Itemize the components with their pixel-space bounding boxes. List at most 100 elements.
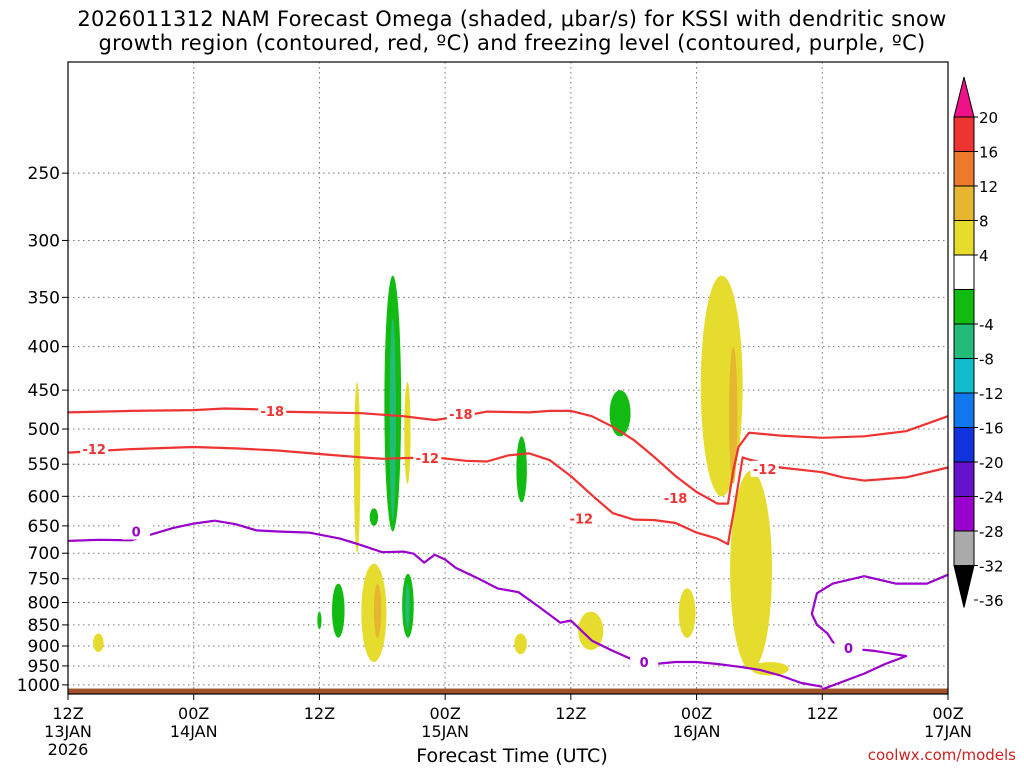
omega-area-20 bbox=[751, 662, 789, 676]
y-tick-label: 900 bbox=[28, 637, 60, 657]
y-tick-label: 700 bbox=[28, 544, 60, 564]
colorbar-bin--18 bbox=[953, 392, 975, 428]
colorbar-bin-10 bbox=[953, 185, 975, 221]
contour-label-bg bbox=[630, 654, 659, 671]
colorbar-bin-18 bbox=[953, 116, 975, 152]
x-tick-label: 16JAN bbox=[673, 722, 721, 741]
colorbar-bin--14 bbox=[953, 358, 975, 394]
x-tick-label: 12Z bbox=[807, 704, 838, 723]
omega-area-13 bbox=[93, 633, 104, 653]
x-tick-label: 2026 bbox=[48, 740, 89, 759]
x-tick-label: 00Z bbox=[932, 704, 963, 723]
colorbar-label: -16 bbox=[979, 420, 1004, 438]
contour-label-bg bbox=[413, 450, 442, 467]
colorbar-label: -24 bbox=[979, 489, 1004, 507]
contour-line-0 bbox=[67, 519, 823, 688]
omega-area-3 bbox=[332, 583, 345, 638]
colorbar-bin--34 bbox=[953, 530, 975, 566]
contour-line-0b bbox=[810, 573, 949, 691]
colorbar-label: 12 bbox=[979, 178, 998, 196]
omega-area-18 bbox=[729, 346, 738, 484]
chart-title-line-1: 2026011312 NAM Forecast Omega (shaded, μ… bbox=[77, 7, 947, 31]
colorbar-top-arrow bbox=[953, 76, 975, 118]
y-tick-label: 600 bbox=[28, 487, 60, 507]
omega-area-2 bbox=[389, 317, 396, 521]
colorbar-label: 16 bbox=[979, 144, 998, 162]
colorbar-label: -36 bbox=[979, 592, 1004, 610]
x-tick-label: 12Z bbox=[52, 704, 83, 723]
y-tick-label: 750 bbox=[28, 570, 60, 590]
x-tick-label: 13JAN bbox=[44, 722, 92, 741]
contour-line--12 bbox=[67, 445, 949, 546]
ground-fill bbox=[68, 688, 948, 694]
contour-lines: -18 -18 -18 -12 -12 -12 -12 0 0 0 bbox=[67, 402, 949, 691]
colorbar-label: -28 bbox=[979, 523, 1004, 541]
omega-area-12 bbox=[373, 583, 382, 638]
omega-area-6 bbox=[405, 583, 410, 630]
y-tick-label: 300 bbox=[28, 231, 60, 251]
colorbar-bin--22 bbox=[953, 427, 975, 463]
colorbar-bin-6 bbox=[953, 220, 975, 256]
contour-label--12: -12 bbox=[82, 443, 106, 458]
y-tick-label: 500 bbox=[28, 420, 60, 440]
contour-label-bg bbox=[567, 510, 596, 527]
y-tick-label: 850 bbox=[28, 616, 60, 636]
contour-label-bg bbox=[122, 523, 151, 540]
y-tick-label: 800 bbox=[28, 594, 60, 614]
credit-text: coolwx.com/models bbox=[867, 746, 1016, 764]
colorbar-bin--26 bbox=[953, 461, 975, 497]
omega-area-16 bbox=[678, 588, 696, 638]
omega-area-19 bbox=[730, 470, 772, 670]
x-tick-label: 12Z bbox=[555, 704, 586, 723]
y-tick-label: 450 bbox=[28, 381, 60, 401]
x-axis-label: Forecast Time (UTC) bbox=[416, 745, 608, 767]
contour-label--18: -18 bbox=[261, 405, 285, 420]
plot-frame bbox=[67, 61, 949, 695]
ground-layer bbox=[68, 688, 948, 694]
y-tick-label: 350 bbox=[28, 288, 60, 308]
colorbar-label: 4 bbox=[979, 247, 989, 265]
contour-label--12: -12 bbox=[570, 512, 594, 527]
x-tick-label: 00Z bbox=[681, 704, 712, 723]
colorbar-bin-14 bbox=[953, 151, 975, 187]
axes: 2503003504004505005506006507007508008509… bbox=[17, 61, 972, 759]
omega-area-4 bbox=[317, 611, 322, 630]
colorbar-label: -4 bbox=[979, 316, 994, 334]
colorbar-label: -32 bbox=[979, 558, 1004, 576]
colorbar-label: -8 bbox=[979, 351, 994, 369]
omega-area-10 bbox=[404, 381, 411, 484]
colorbar-bin--6 bbox=[953, 289, 975, 325]
contour-label-0: 0 bbox=[640, 656, 649, 671]
contour-label-bg bbox=[80, 441, 109, 458]
contour-label--12: -12 bbox=[416, 452, 440, 467]
contour-label-bg bbox=[661, 490, 690, 507]
omega-area-15 bbox=[578, 611, 604, 651]
contour-label-bg bbox=[834, 640, 863, 657]
contour-label-0: 0 bbox=[132, 526, 141, 541]
omega-area-11 bbox=[361, 563, 387, 663]
y-tick-label: 550 bbox=[28, 455, 60, 475]
colorbar-bin-0 bbox=[953, 254, 975, 290]
x-tick-label: 12Z bbox=[304, 704, 335, 723]
colorbar-bin--30 bbox=[953, 496, 975, 532]
contour-label-bg bbox=[446, 405, 475, 422]
y-tick-label: 400 bbox=[28, 338, 60, 358]
colorbar-label: 8 bbox=[979, 213, 989, 231]
y-tick-label: 1000 bbox=[17, 676, 60, 696]
omega-shaded-areas bbox=[93, 275, 789, 676]
omega-area-7 bbox=[516, 436, 527, 503]
omega-area-0 bbox=[369, 508, 379, 526]
y-tick-label: 250 bbox=[28, 164, 60, 184]
y-tick-label: 650 bbox=[28, 517, 60, 537]
colorbar: 20 16 12 8 4 -4 -8 -12 -16 -20 -24 -28 -32 -36 bbox=[953, 76, 1004, 610]
y-tick-label: 950 bbox=[28, 657, 60, 677]
x-tick-label: 15JAN bbox=[421, 722, 469, 741]
colorbar-label: -12 bbox=[979, 385, 1004, 403]
colorbar-label: 20 bbox=[979, 109, 998, 127]
contour-label--18: -18 bbox=[664, 492, 688, 507]
colorbar-label: -20 bbox=[979, 454, 1004, 472]
omega-area-14 bbox=[514, 633, 527, 655]
x-tick-label: 14JAN bbox=[170, 722, 218, 741]
omega-area-8 bbox=[609, 390, 631, 437]
